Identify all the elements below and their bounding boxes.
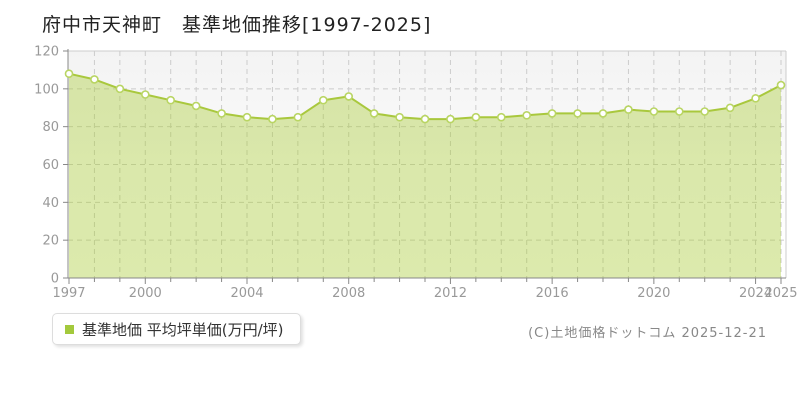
legend-marker-icon [65, 324, 74, 334]
svg-text:2004: 2004 [230, 286, 263, 301]
svg-text:120: 120 [34, 45, 59, 60]
svg-text:2020: 2020 [637, 286, 670, 301]
svg-text:80: 80 [42, 120, 59, 135]
copyright-text: (C)土地価格ドットコム 2025-12-21 [528, 326, 767, 341]
svg-text:2008: 2008 [332, 286, 365, 301]
svg-text:2016: 2016 [536, 286, 569, 301]
svg-text:20: 20 [42, 234, 59, 249]
svg-text:2024: 2024 [739, 286, 772, 301]
svg-text:60: 60 [42, 158, 59, 173]
svg-text:1997: 1997 [52, 286, 85, 301]
land-price-trend-chart: 0 20 40 60 80 100 120 1997 2000 2004 2008 2012 2016 2… [34, 45, 797, 302]
svg-text:2012: 2012 [434, 286, 467, 301]
svg-text:0: 0 [51, 272, 59, 287]
svg-text:40: 40 [42, 196, 59, 211]
legend-label: 基準地価 平均坪単価(万円/坪) [82, 320, 284, 339]
page-title: 府中市天神町 基準地価推移[1997-2025] [42, 14, 432, 36]
legend: 基準地価 平均坪単価(万円/坪) [52, 313, 301, 345]
svg-text:100: 100 [34, 82, 59, 97]
svg-text:2000: 2000 [129, 286, 162, 301]
svg-text:2025: 2025 [764, 286, 797, 301]
chart-plot-area: 0 20 40 60 80 100 120 1997 2000 2004 2008 2012 2016 2… [34, 45, 797, 302]
